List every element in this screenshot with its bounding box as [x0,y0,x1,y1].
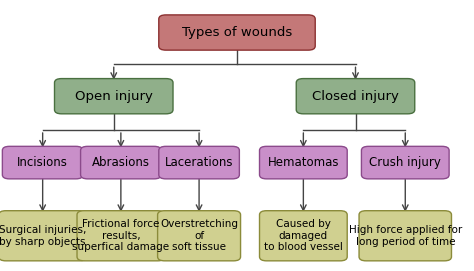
Text: Incisions: Incisions [17,156,68,169]
Text: Frictional force
results,
superfical damage: Frictional force results, superfical dam… [73,219,169,252]
Text: Types of wounds: Types of wounds [182,26,292,39]
FancyBboxPatch shape [361,146,449,179]
Text: Closed injury: Closed injury [312,90,399,103]
Text: High force applied for
long period of time: High force applied for long period of ti… [349,225,462,247]
FancyBboxPatch shape [159,15,315,50]
FancyBboxPatch shape [296,79,415,114]
FancyBboxPatch shape [159,146,239,179]
FancyBboxPatch shape [77,211,164,261]
Text: Abrasions: Abrasions [92,156,150,169]
Text: Hematomas: Hematomas [268,156,339,169]
FancyBboxPatch shape [0,211,86,261]
FancyBboxPatch shape [2,146,83,179]
Text: Caused by
damaged
to blood vessel: Caused by damaged to blood vessel [264,219,343,252]
FancyBboxPatch shape [157,211,240,261]
Text: Surgical injuries,
by sharp objects: Surgical injuries, by sharp objects [0,225,86,247]
Text: Crush injury: Crush injury [369,156,441,169]
FancyBboxPatch shape [259,146,347,179]
Text: Lacerations: Lacerations [165,156,233,169]
FancyBboxPatch shape [259,211,347,261]
FancyBboxPatch shape [55,79,173,114]
FancyBboxPatch shape [359,211,451,261]
Text: Open injury: Open injury [75,90,153,103]
Text: Overstretching
of
soft tissue: Overstretching of soft tissue [160,219,238,252]
FancyBboxPatch shape [81,146,161,179]
